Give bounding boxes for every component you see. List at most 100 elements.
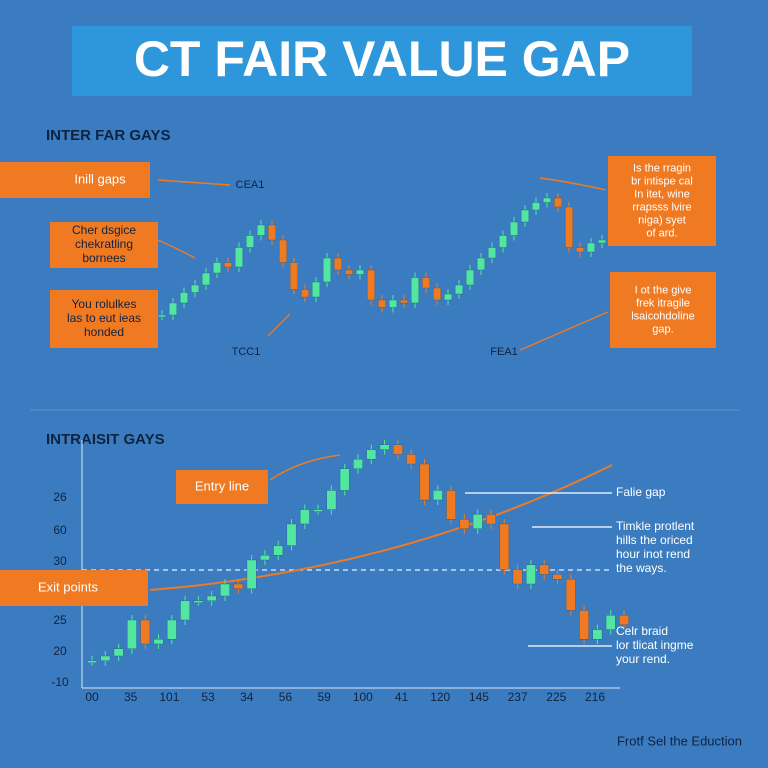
x-tick-label: 225: [546, 690, 566, 704]
callout-box: [610, 272, 716, 348]
callout-text: Is the rragin: [633, 162, 691, 174]
candle-body: [586, 242, 596, 253]
candle-body: [592, 629, 603, 640]
candle-body: [499, 523, 510, 570]
candle-body: [260, 555, 270, 561]
x-tick-label: 59: [317, 690, 331, 704]
note-text: hills the oriced: [616, 533, 693, 547]
candle-body: [286, 523, 297, 546]
callout-text: honded: [84, 325, 124, 339]
callout-text: Inill gaps: [74, 171, 126, 186]
note-text: the ways.: [616, 561, 667, 575]
y-tick-label: -10: [51, 675, 69, 689]
arrow: [157, 179, 231, 186]
x-tick-label: 237: [508, 690, 528, 704]
candle-body: [454, 284, 464, 295]
candle-body: [333, 257, 343, 271]
title-banner: [72, 26, 692, 96]
arrows: [157, 177, 609, 481]
callout-box: [0, 570, 148, 606]
callout-box: [50, 222, 158, 268]
candle-body: [399, 299, 409, 304]
candle-body: [443, 293, 453, 301]
candle-body: [322, 257, 332, 283]
candle-body: [366, 269, 376, 301]
candle-body: [393, 444, 403, 455]
candle-body: [311, 281, 321, 298]
callout-text: You rolulkes: [72, 297, 137, 311]
trend-curve: [149, 464, 613, 591]
candle-body: [526, 564, 536, 585]
candle-body: [206, 595, 217, 601]
arrow: [269, 454, 341, 481]
candle-body: [166, 619, 177, 640]
candle-body: [289, 262, 299, 290]
candle-body: [432, 287, 442, 301]
candle-body: [419, 463, 430, 501]
callout-text: las to eut ieas: [67, 311, 141, 325]
callout-text: of ard.: [646, 227, 677, 239]
callout-text: lsaicohdoline: [631, 310, 695, 322]
candle-body: [212, 262, 222, 274]
chart-label: CEA1: [236, 179, 265, 191]
candle-body: [234, 247, 244, 268]
y-tick-label: 25: [53, 613, 67, 627]
candle-body: [267, 224, 277, 241]
candle-body: [539, 564, 550, 575]
candle-body: [487, 247, 497, 259]
arrow: [157, 239, 196, 259]
candle-body: [388, 299, 398, 308]
candle-body: [245, 235, 255, 248]
note-text: Celr braid: [616, 624, 668, 638]
candle-body: [179, 292, 189, 304]
callout-text: In itet, wine: [634, 188, 690, 200]
x-tick-label: 56: [279, 690, 293, 704]
callout-box: [176, 470, 268, 504]
candle-body: [565, 579, 576, 611]
candle-body: [127, 619, 137, 649]
candle-body: [300, 289, 310, 298]
candle-body: [564, 206, 574, 248]
candle-body: [605, 615, 616, 630]
candle-body: [256, 224, 266, 236]
candle-body: [446, 490, 456, 520]
callout-text: bornees: [82, 251, 125, 265]
candle-body: [552, 574, 563, 580]
candle-body: [486, 514, 496, 525]
callout-text: niga) syet: [638, 214, 686, 226]
chart-label: FEA1: [490, 346, 518, 358]
title: CT FAIR VALUE GAP: [134, 31, 630, 87]
candle-body: [472, 514, 483, 530]
note-arrows: [465, 492, 612, 647]
x-tick-label: 101: [159, 690, 179, 704]
candle-body: [100, 655, 111, 661]
chart-label: TCC1: [232, 346, 261, 358]
candle-body: [476, 257, 486, 271]
candle-body: [326, 490, 337, 510]
callout-box: [608, 156, 716, 246]
candle-body: [377, 299, 387, 308]
note-text: your rend.: [616, 652, 670, 666]
footer: Frotf Sel the Eduction: [617, 733, 742, 748]
candle-body: [353, 459, 363, 470]
candle-body: [223, 262, 233, 268]
candle-body: [597, 239, 607, 244]
candle-body: [246, 559, 257, 589]
candle-body: [201, 272, 211, 286]
candle-body: [157, 314, 167, 318]
candle-body: [410, 277, 420, 304]
candle-body: [190, 284, 200, 293]
x-tick-label: 145: [469, 690, 489, 704]
candle-body: [233, 583, 244, 589]
candle-body: [579, 610, 589, 640]
y-tick-label: 20: [53, 644, 67, 658]
note-text: Timkle protlent: [616, 519, 695, 533]
candle-body: [465, 269, 475, 286]
callout-text: br intispe cal: [631, 175, 693, 187]
candle-body: [520, 209, 530, 223]
callout-box: [0, 162, 150, 198]
candle-body: [531, 202, 541, 211]
y-tick-label: 30: [53, 554, 67, 568]
